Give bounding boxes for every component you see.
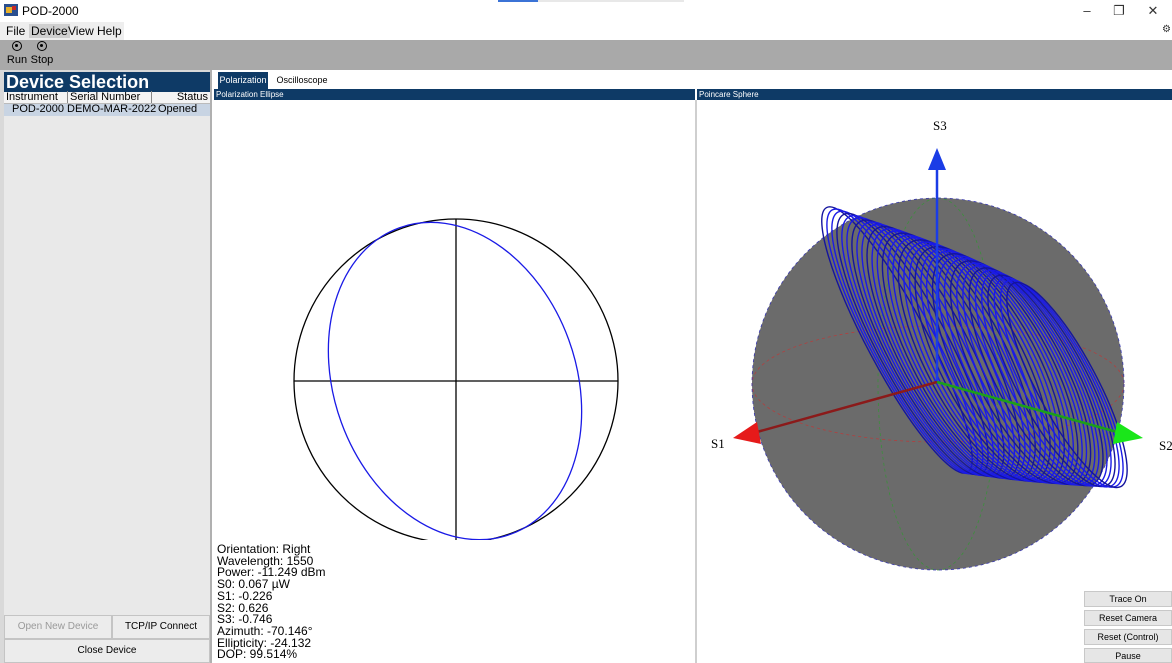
device-selection-title: Device Selection [4,72,210,92]
device-selection-panel: Device Selection Instrument Serial Numbe… [0,70,212,663]
trace-loop [887,234,1041,481]
pause-button[interactable]: Pause [1084,648,1172,663]
tab-strip: Polarization Oscilloscope [214,70,1172,89]
col-status[interactable]: Status [176,91,208,103]
table-row[interactable]: POD-2000 DEMO-MAR-2022 Opened [4,103,210,116]
readout-orientation: Orientation: Right [217,542,311,556]
app-logo-icon [4,4,18,16]
row-serial: DEMO-MAR-2022 [67,103,157,115]
stop-icon [37,41,47,51]
s2-axis [936,380,1118,434]
row-status: Opened [158,103,198,115]
col-instrument[interactable]: Instrument [4,91,68,103]
s3-label: S3 [933,118,947,133]
trace-loop [1006,281,1128,489]
row-instrument: POD-2000 [12,103,64,115]
s1-arrow-icon [733,422,761,444]
polarization-ellipse-trace [327,221,583,540]
polarization-readout: Orientation: Right Wavelength: 1550 Powe… [217,542,326,662]
reset-control-button[interactable]: Reset (Control) [1084,629,1172,645]
s2-arrow-icon [1113,422,1143,444]
tcp-ip-connect-button[interactable]: TCP/IP Connect [112,615,210,639]
toolbar: Run Stop [0,40,1172,70]
trace-on-button[interactable]: Trace On [1084,591,1172,607]
close-device-button[interactable]: Close Device [4,639,210,663]
minimize-button[interactable]: – [1083,3,1091,18]
title-accent-track [538,0,684,2]
run-label: Run [6,54,28,66]
trace-loop [881,232,1036,481]
s1-label: S1 [711,436,725,451]
menu-device[interactable]: Device [29,24,70,38]
s2-label: S2 [1159,438,1172,453]
s1-axis [756,380,938,434]
readout-s3: S3: -0.746 [217,612,273,627]
window-title: POD-2000 [22,4,79,18]
s3-arrow-icon [928,148,946,170]
menu-help[interactable]: Help [97,24,122,38]
device-table: Instrument Serial Number Status POD-2000… [4,91,210,622]
title-bar: POD-2000 – ❐ ✕ [0,0,1172,22]
settings-gear-icon[interactable]: ⚙ [1162,24,1171,35]
menu-bar: File Device View Help [0,22,124,40]
poincare-sphere-plot[interactable]: S3 S1 S2 [697,100,1172,663]
open-new-device-button[interactable]: Open New Device [4,615,112,639]
reset-camera-button[interactable]: Reset Camera [1084,610,1172,626]
readout-s0: S0: 0.067 µW [217,577,290,592]
run-button[interactable]: Run [6,41,28,66]
col-serial-number[interactable]: Serial Number [68,91,152,103]
trace-loop [962,265,1100,486]
tab-oscilloscope[interactable]: Oscilloscope [276,75,328,85]
trace-loop [892,236,1046,482]
restore-button[interactable]: ❐ [1113,3,1125,18]
readout-ellipticity: Ellipticity: -24.132 [217,635,312,650]
readout-dop: DOP: 99.514% [217,647,298,662]
tab-polarization[interactable]: Polarization [218,72,268,89]
readout-power: Power: -11.249 dBm [217,565,326,580]
trace-group [821,206,1128,489]
stop-label: Stop [30,54,54,66]
device-table-header: Instrument Serial Number Status [4,91,210,104]
readout-wavelength: Wavelength: 1550 [217,553,314,568]
readout-s1: S1: -0.226 [217,588,273,603]
sphere-panel-title: Poincare Sphere [697,89,1172,100]
readout-azimuth: Azimuth: -70.146° [217,623,313,638]
menu-view[interactable]: View [68,24,94,38]
run-icon [12,41,22,51]
menu-file[interactable]: File [6,24,26,38]
trace-loop [999,279,1124,488]
title-accent [498,0,538,2]
close-button[interactable]: ✕ [1147,3,1159,18]
polarization-ellipse-plot [293,218,619,540]
readout-s2: S2: 0.626 [217,600,269,615]
trace-loop [993,277,1120,488]
ellipse-panel-title: Polarization Ellipse [214,89,695,100]
stop-button[interactable]: Stop [30,41,54,66]
panel-divider[interactable] [695,100,697,663]
